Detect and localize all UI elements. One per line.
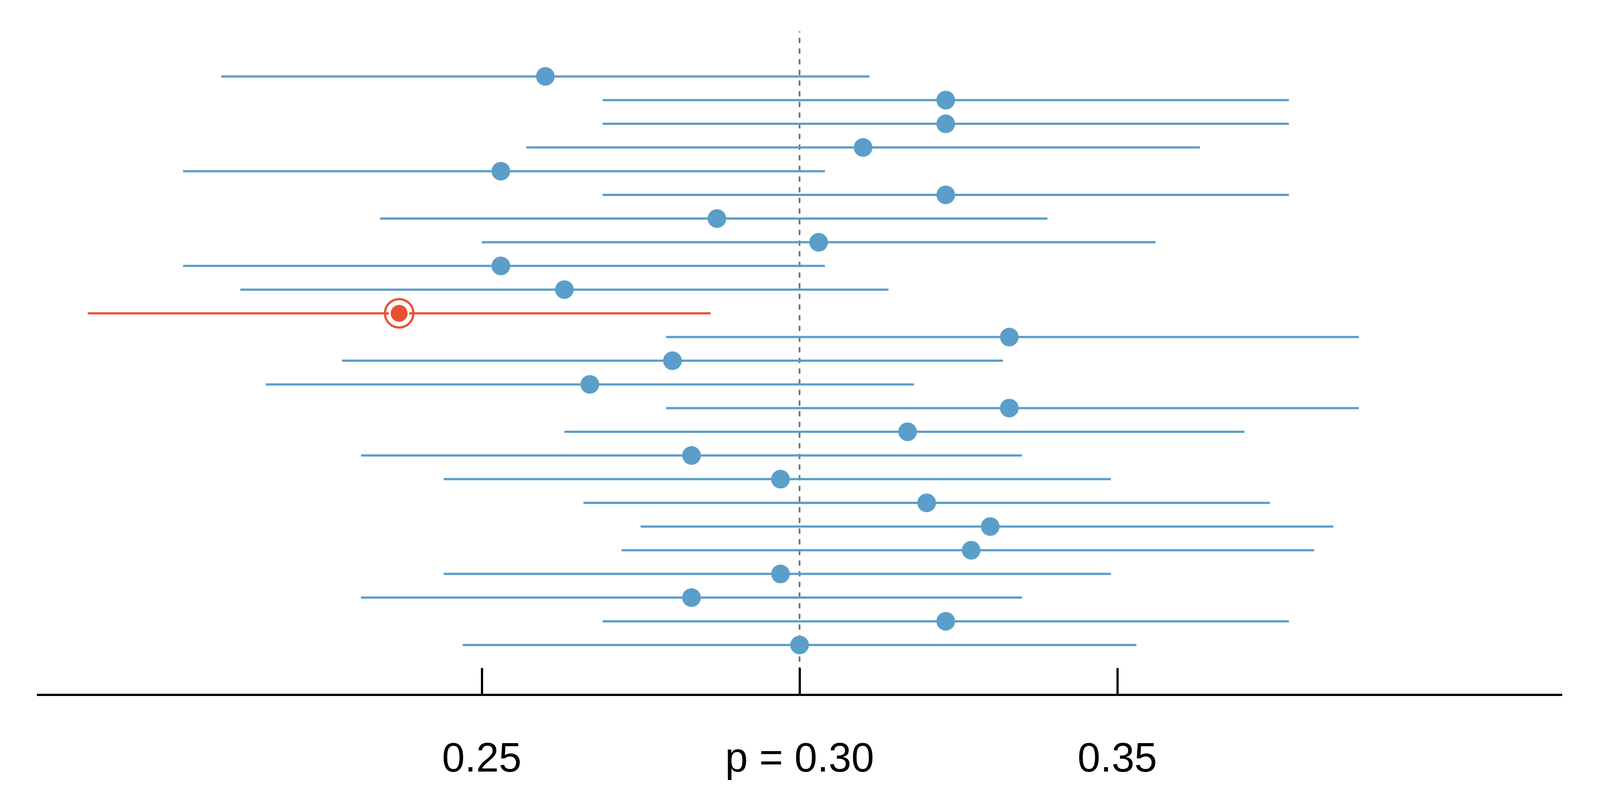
svg-text:0.25: 0.25	[441, 734, 522, 780]
svg-text:0.35: 0.35	[1077, 734, 1157, 780]
svg-text:p = 0.30: p = 0.30	[724, 734, 874, 780]
